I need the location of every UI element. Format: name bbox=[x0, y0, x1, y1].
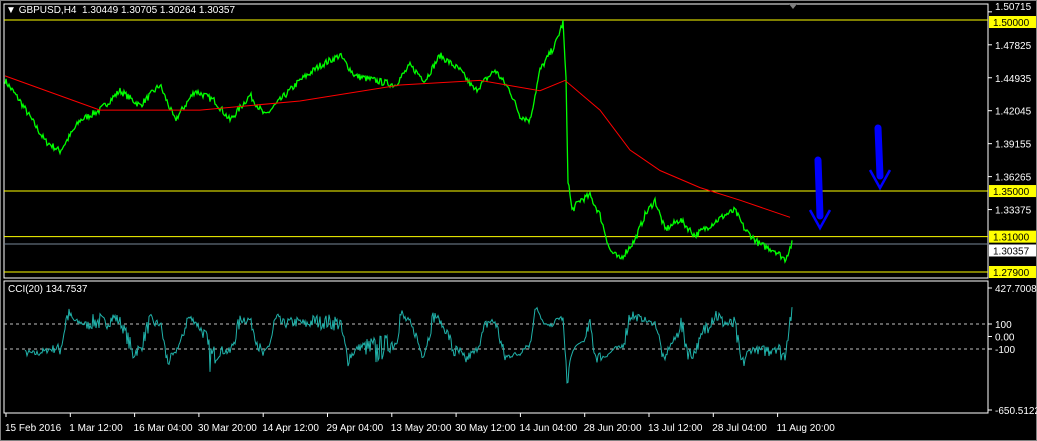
y-tick-label: 1.44935 bbox=[995, 74, 1032, 85]
x-tick-label: 1 Mar 12:00 bbox=[69, 423, 123, 434]
level-label-box bbox=[989, 230, 1036, 243]
x-tick-label: 13 Jul 12:00 bbox=[648, 423, 703, 434]
arrowhead-icon bbox=[808, 209, 832, 231]
x-tick-label: 28 Jul 04:00 bbox=[712, 423, 767, 434]
current-price-label: 1.30357 bbox=[993, 246, 1030, 257]
moving-average-line bbox=[4, 75, 791, 218]
symbol-label: GBPUSD,H4 bbox=[18, 5, 77, 16]
level-label-box bbox=[989, 185, 1036, 198]
x-tick-label: 13 May 20:00 bbox=[391, 423, 452, 434]
indicator-tick-label: 0.00 bbox=[995, 333, 1015, 344]
x-tick-label: 11 Aug 20:00 bbox=[777, 423, 836, 434]
price-pane-border bbox=[3, 3, 989, 279]
indicator-title: CCI(20) 134.7537 bbox=[8, 284, 88, 295]
level-label-box bbox=[989, 265, 1036, 278]
x-tick-label: 30 May 12:00 bbox=[455, 423, 516, 434]
shift-marker-icon bbox=[789, 4, 797, 9]
level-label: 1.35000 bbox=[993, 187, 1030, 198]
x-tick-label: 29 Apr 04:00 bbox=[327, 423, 384, 434]
high-value: 1.30705 bbox=[120, 5, 158, 16]
y-tick-label: 1.42045 bbox=[995, 107, 1032, 118]
close-value: 1.30357 bbox=[198, 5, 236, 16]
down-arrow-icon bbox=[874, 124, 884, 180]
y-tick-label: 1.47825 bbox=[995, 41, 1032, 52]
x-tick-label: 15 Feb 2016 bbox=[5, 423, 62, 434]
x-tick-label: 16 Mar 04:00 bbox=[134, 423, 193, 434]
level-label: 1.27900 bbox=[993, 268, 1030, 279]
y-tick-label: 1.39155 bbox=[995, 140, 1032, 151]
low-value: 1.30264 bbox=[159, 5, 197, 16]
price-line bbox=[4, 20, 793, 264]
y-tick-label: 1.50715 bbox=[995, 2, 1032, 13]
arrowhead-icon bbox=[868, 169, 892, 191]
indicator-tick-label: -100 bbox=[995, 345, 1015, 356]
x-tick-label: 30 Mar 20:00 bbox=[198, 423, 257, 434]
x-tick-label: 28 Jun 20:00 bbox=[584, 423, 642, 434]
open-value: 1.30449 bbox=[82, 5, 119, 16]
indicator-tick-label: -650.5122 bbox=[995, 406, 1037, 417]
level-label-box bbox=[989, 16, 1036, 28]
x-tick-label: 14 Apr 12:00 bbox=[262, 423, 319, 434]
collapse-triangle-icon[interactable]: ▼ bbox=[6, 5, 16, 16]
indicator-tick-label: 100 bbox=[995, 320, 1012, 331]
y-tick-label: 1.36265 bbox=[995, 173, 1032, 184]
cci-line bbox=[24, 306, 793, 384]
chart-title: ▼ GBPUSD,H4 1.30449 1.30705 1.30264 1.30… bbox=[6, 5, 235, 16]
level-label: 1.50000 bbox=[993, 18, 1030, 29]
indicator-pane-border bbox=[3, 280, 989, 414]
y-tick-label: 1.33375 bbox=[995, 206, 1032, 217]
down-arrow-icon bbox=[814, 156, 824, 220]
current-price-box bbox=[989, 244, 1036, 257]
indicator-tick-label: 427.7008 bbox=[995, 284, 1037, 295]
level-label: 1.31000 bbox=[993, 233, 1030, 244]
x-tick-label: 14 Jun 04:00 bbox=[519, 423, 577, 434]
